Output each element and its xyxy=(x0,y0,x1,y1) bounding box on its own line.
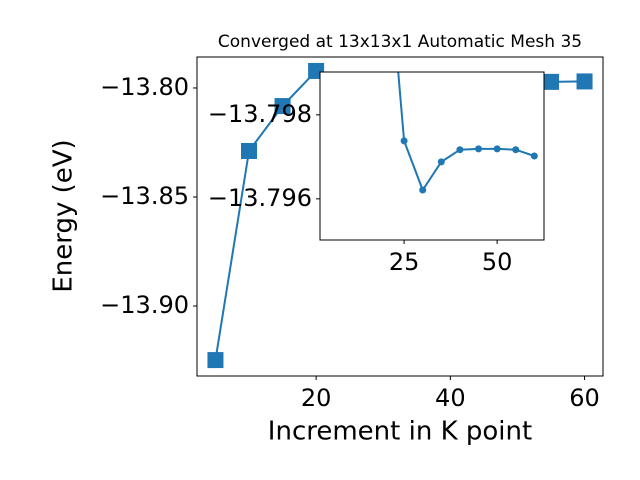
x-tick-label: 60 xyxy=(569,384,600,412)
y-tick-label: −13.796 xyxy=(208,184,312,212)
marker xyxy=(542,73,559,90)
x-tick-label: 40 xyxy=(435,384,466,412)
x-axis-label: Increment in K point xyxy=(268,417,532,447)
plot-area xyxy=(320,72,544,240)
y-tick-label: −13.90 xyxy=(100,291,189,319)
marker xyxy=(456,146,464,154)
marker xyxy=(493,145,501,153)
y-tick-label: −13.798 xyxy=(208,100,312,128)
y-axis-label: Energy (eV) xyxy=(49,139,79,292)
marker xyxy=(241,142,258,159)
y-tick-label: −13.85 xyxy=(100,182,189,210)
marker xyxy=(207,352,224,369)
series xyxy=(397,72,538,194)
axes-frame xyxy=(196,56,604,377)
marker xyxy=(419,186,427,194)
marker xyxy=(274,98,291,115)
marker xyxy=(437,158,445,166)
y-tick-label: −13.80 xyxy=(100,73,189,101)
marker xyxy=(576,73,593,90)
axes-frame xyxy=(319,71,545,241)
marker xyxy=(530,152,538,160)
marker xyxy=(400,137,408,145)
x-tick-label: 20 xyxy=(301,384,332,412)
x-tick-label: 50 xyxy=(482,248,513,276)
marker xyxy=(512,146,520,154)
marker xyxy=(475,145,483,153)
x-tick-label: 25 xyxy=(389,248,420,276)
chart-title: Converged at 13x13x1 Automatic Mesh 35 xyxy=(218,32,582,52)
